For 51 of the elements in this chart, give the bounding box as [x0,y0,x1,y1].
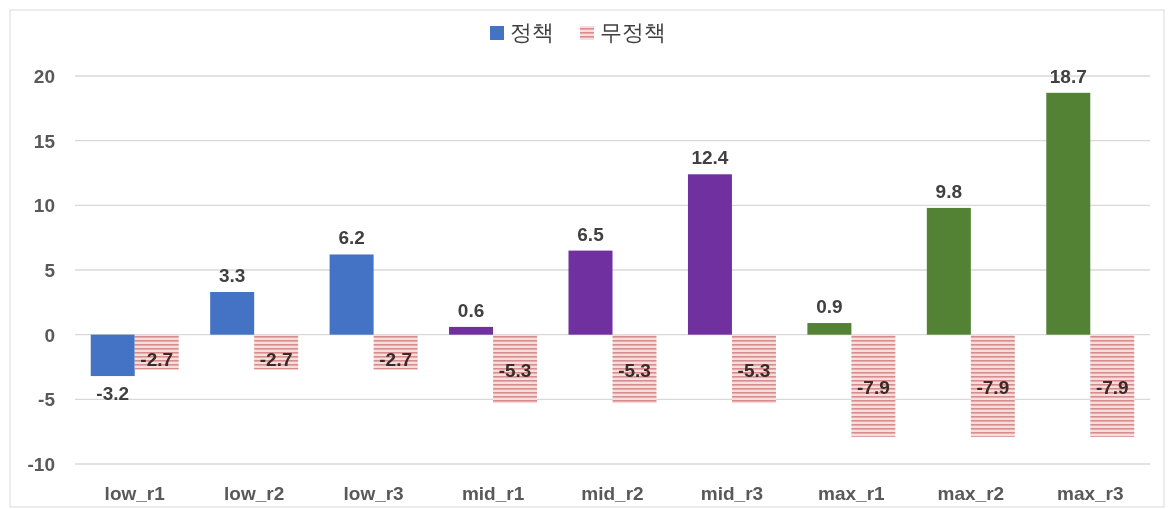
data-label: 18.7 [1049,65,1087,87]
data-label: -7.9 [1095,376,1129,398]
y-tick-label: -5 [38,389,56,411]
x-tick-label: mid_r1 [461,483,525,504]
x-tick-label: low_r2 [224,483,285,504]
x-tick-label: mid_r2 [581,483,644,504]
bar [1046,92,1091,335]
y-tick-label: 15 [33,130,56,152]
data-label: 9.8 [935,180,963,202]
bar [731,334,776,404]
data-label: -5.3 [737,359,771,381]
y-tick-label: 10 [33,195,55,217]
y-tick-label: 20 [33,66,55,87]
x-tick-label: max_r2 [937,483,1005,504]
bar [329,254,374,335]
bar [449,326,494,335]
data-label: 0.6 [457,299,485,321]
data-label: -2.7 [140,348,174,370]
data-label: -2.7 [379,348,412,370]
bar [493,334,538,404]
x-tick-label: low_r1 [104,483,166,504]
data-label: 12.4 [691,147,729,169]
y-tick-label: 5 [44,260,56,281]
data-label: -5.3 [498,359,532,381]
bar [210,291,255,335]
bar [612,334,657,404]
data-label: -5.3 [618,359,651,381]
bar [90,334,135,377]
data-label: -2.7 [259,348,293,370]
legend-label: 정책 [510,20,554,45]
bar [807,323,852,335]
bar [568,250,613,335]
data-label: -3.2 [96,383,130,405]
bar [926,207,971,335]
y-tick-label: 0 [44,324,55,346]
data-label: 3.3 [218,264,246,286]
bar [851,334,896,437]
x-tick-label: mid_r3 [700,483,764,504]
bar [687,174,732,335]
y-tick-label: -10 [27,454,55,475]
x-tick-label: low_r3 [343,483,404,504]
x-tick-label: max_r1 [818,483,886,504]
legend-label: 무정책 [600,20,666,45]
bar [970,334,1015,437]
data-label: 0.9 [816,296,843,318]
bar [1090,334,1135,437]
data-label: -7.9 [976,376,1010,398]
data-label: 6.2 [338,227,365,249]
data-label: -7.9 [857,376,890,398]
data-label: 6.5 [577,223,605,245]
x-tick-label: max_r3 [1057,483,1124,504]
